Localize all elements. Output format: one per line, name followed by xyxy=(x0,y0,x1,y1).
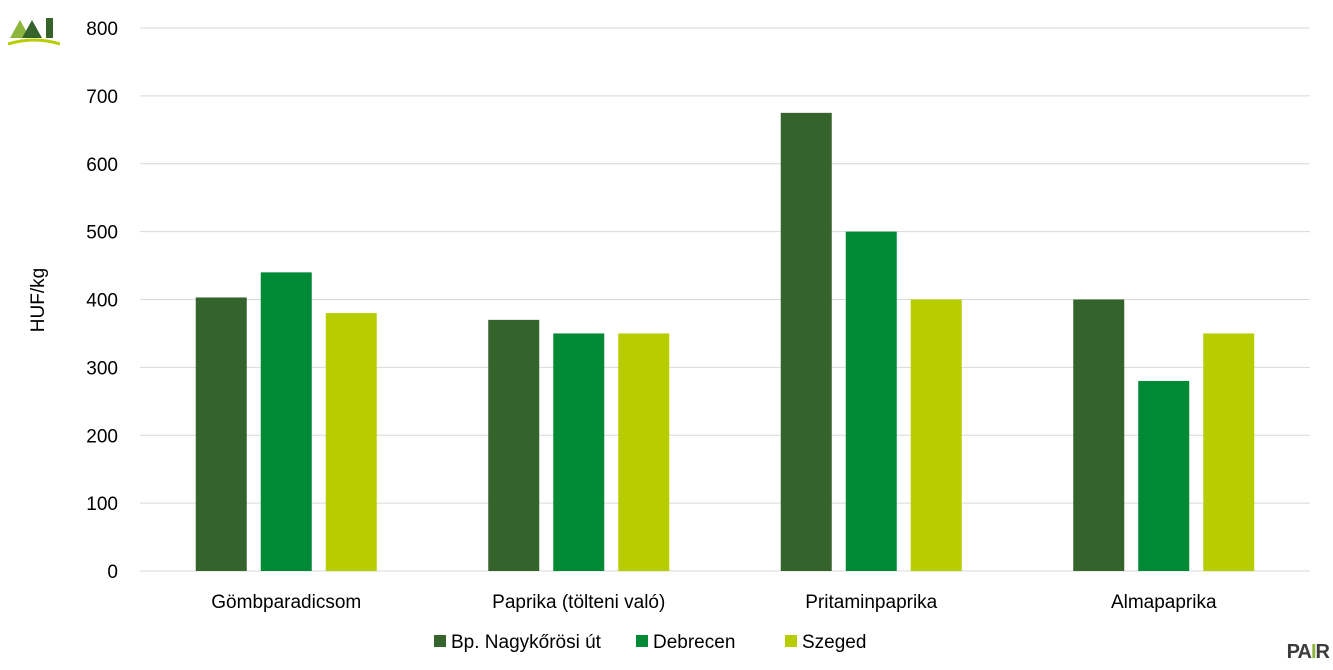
legend-label: Bp. Nagykőrösi út xyxy=(451,632,602,653)
x-category-label: Pritaminpaprika xyxy=(805,592,937,613)
legend-label: Debrecen xyxy=(653,632,735,653)
bar-2-1 xyxy=(260,272,312,571)
legend-swatch xyxy=(434,635,446,647)
bar-3-2 xyxy=(618,333,670,571)
aki-logo xyxy=(8,18,60,46)
y-tick-label: 600 xyxy=(86,155,118,176)
bar-3-3 xyxy=(910,299,962,571)
bar-2-3 xyxy=(845,231,897,571)
bars xyxy=(195,112,1255,571)
y-tick-label: 300 xyxy=(86,358,118,379)
y-tick-label: 700 xyxy=(86,87,118,108)
y-axis-ticks: 0 100 200 300 400 500 600 700 800 xyxy=(86,19,118,583)
y-tick-label: 200 xyxy=(86,426,118,447)
legend-swatch xyxy=(636,635,648,647)
grid-lines xyxy=(140,27,1310,572)
pair-logo: PAIR xyxy=(1286,641,1330,663)
legend: Bp. Nagykőrösi út Debrecen Szeged xyxy=(434,632,866,653)
bar-1-3 xyxy=(780,112,832,571)
x-axis-categories: Gömbparadicsom Paprika (tölteni való) Prit… xyxy=(211,592,1217,613)
legend-label: Szeged xyxy=(802,632,866,653)
y-tick-label: 500 xyxy=(86,223,118,244)
x-category-label: Gömbparadicsom xyxy=(211,592,361,613)
x-category-label: Paprika (tölteni való) xyxy=(492,592,665,613)
bar-2-2 xyxy=(553,333,605,571)
y-tick-label: 0 xyxy=(107,562,118,583)
y-tick-label: 100 xyxy=(86,494,118,515)
x-category-label: Almapaprika xyxy=(1111,592,1217,613)
bar-2-4 xyxy=(1138,380,1190,571)
bar-3-1 xyxy=(325,313,377,571)
y-tick-label: 400 xyxy=(86,291,118,312)
bar-1-4 xyxy=(1073,299,1125,571)
legend-swatch xyxy=(785,635,797,647)
bar-1-1 xyxy=(195,297,247,571)
y-tick-label: 800 xyxy=(86,19,118,40)
bar-1-2 xyxy=(488,319,540,571)
y-axis-label: HUF/kg xyxy=(28,268,49,332)
bar-3-4 xyxy=(1203,333,1255,571)
